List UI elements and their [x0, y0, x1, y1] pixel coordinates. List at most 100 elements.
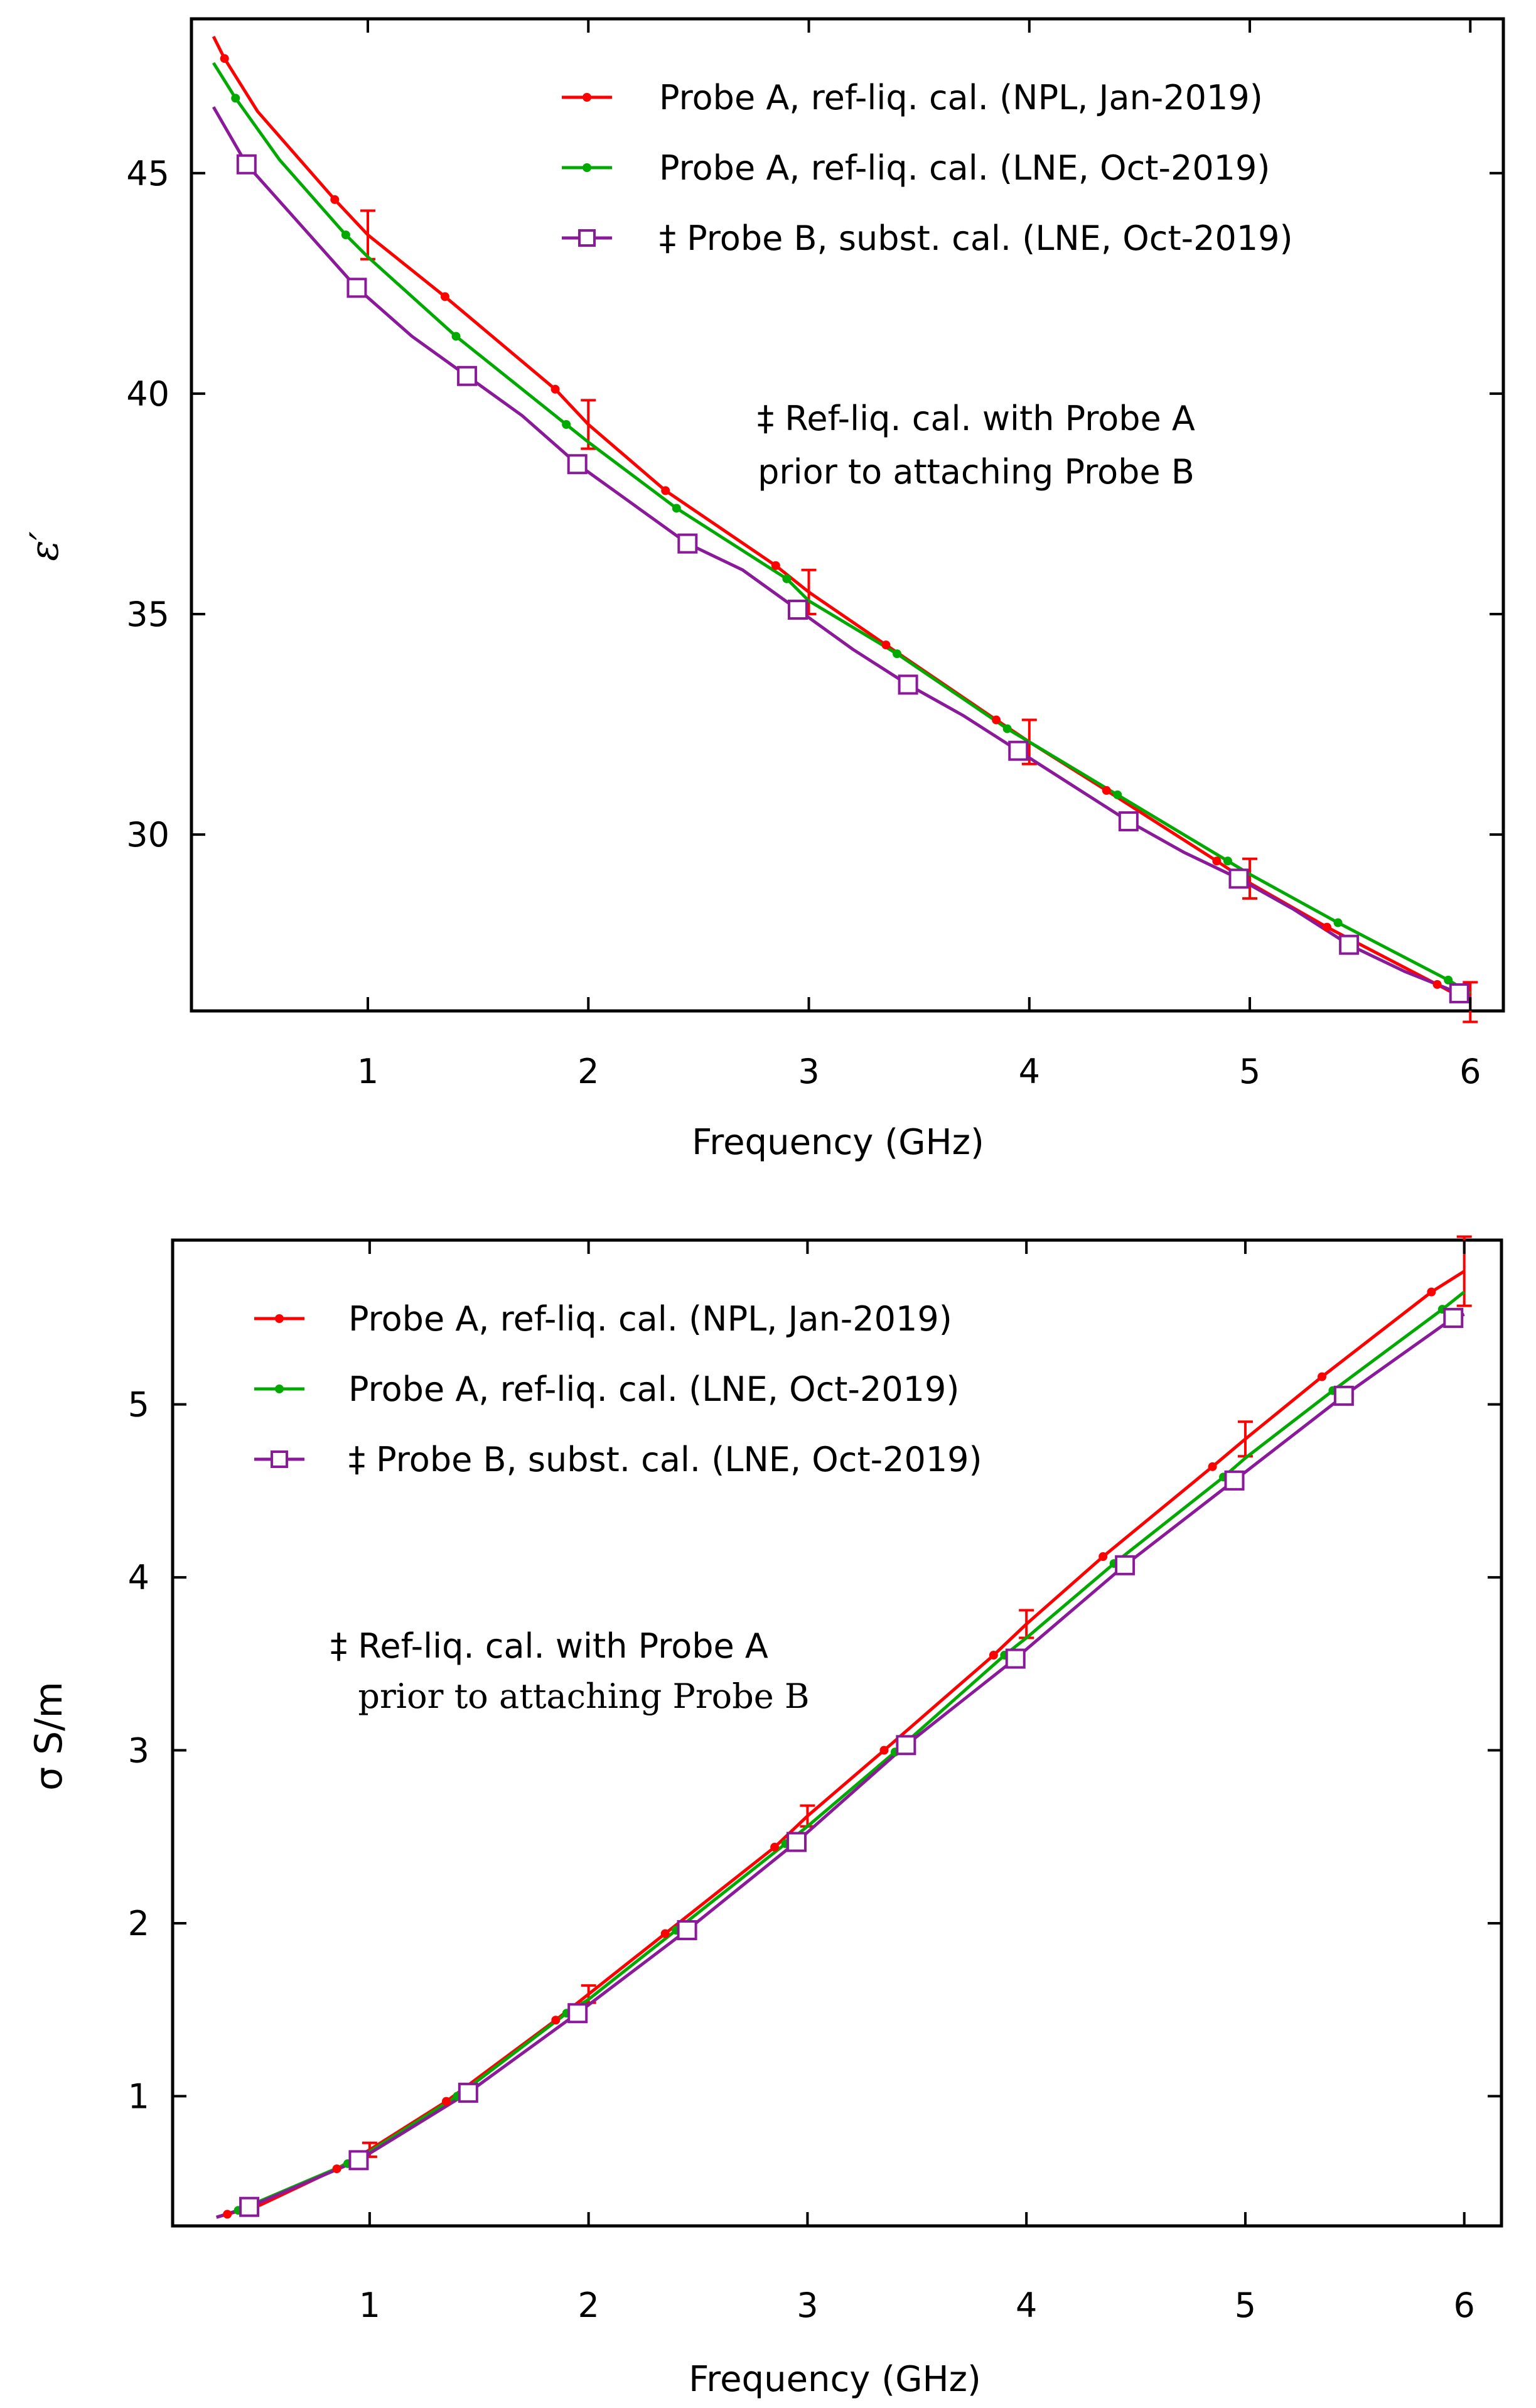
series-marker-2	[782, 574, 792, 583]
series-marker-1	[881, 640, 891, 650]
x-tick-label: 6	[1459, 1052, 1481, 1091]
series-marker-3	[896, 1735, 916, 1756]
series-marker-3	[1118, 811, 1139, 832]
y-tick-label: 40	[126, 374, 169, 414]
series-marker-3	[787, 599, 808, 620]
series-marker-3	[348, 2150, 369, 2171]
series-marker-1	[1208, 1462, 1217, 1471]
x-tick-label: 5	[1235, 2286, 1256, 2325]
x-tick-label: 4	[1016, 2286, 1037, 2325]
series-marker-3	[458, 2082, 478, 2103]
series-marker-1	[661, 486, 670, 495]
plot-frame	[190, 17, 1505, 1013]
series-marker-3	[1333, 1385, 1354, 1406]
series-marker-2	[1333, 918, 1343, 927]
x-tick-label: 2	[577, 1052, 599, 1091]
annotation: ‡ Ref-liq. cal. with Probe A prior to at…	[330, 1626, 809, 1716]
legend-marker-3	[578, 229, 596, 247]
series-marker-3	[1224, 1470, 1245, 1491]
series-marker-2	[1113, 790, 1122, 799]
series-marker-3	[1115, 1555, 1136, 1575]
series-marker-2	[1002, 724, 1012, 733]
series-marker-3	[1005, 1648, 1026, 1669]
series-marker-1	[879, 1746, 889, 1755]
legend-marker-1	[275, 1314, 284, 1323]
series-marker-1	[441, 2097, 451, 2106]
x-tick-label: 3	[798, 1052, 819, 1091]
series-marker-3	[1339, 934, 1360, 955]
series-marker-1	[989, 1651, 998, 1660]
y-tick-label: 45	[126, 154, 169, 193]
annotation-line-1: ‡ Ref-liq. cal. with Probe A	[330, 1626, 768, 1666]
series-line-3	[212, 106, 1471, 1000]
series-marker-1	[1318, 1372, 1327, 1381]
x-tick-label: 1	[357, 1052, 379, 1091]
series-marker-1	[1432, 980, 1442, 989]
y-tick-label: 2	[128, 1904, 149, 1943]
y-tick-label: 35	[126, 595, 169, 634]
x-tick-label: 6	[1454, 2286, 1475, 2325]
series-line-1	[216, 1270, 1466, 2219]
legend-label-2: Probe A, ref-liq. cal. (LNE, Oct-2019)	[348, 1369, 959, 1409]
legend-marker-2	[583, 163, 591, 172]
legend-label-1: Probe A, ref-liq. cal. (NPL, Jan-2019)	[348, 1299, 952, 1339]
series-marker-2	[341, 230, 350, 240]
series-marker-3	[236, 154, 257, 175]
series-marker-3	[1443, 1307, 1464, 1328]
y-tick-label: 30	[126, 815, 169, 855]
legend: Probe A, ref-liq. cal. (NPL, Jan-2019) Pr…	[562, 78, 1293, 258]
x-axis-label: Frequency (GHz)	[689, 2359, 981, 2400]
series-marker-3	[898, 674, 918, 695]
series-marker-3	[1008, 740, 1029, 761]
series-marker-3	[346, 278, 367, 298]
series-marker-1	[1322, 922, 1331, 932]
series-line-3	[216, 1313, 1465, 2219]
series-marker-1	[551, 2016, 561, 2025]
annotation: ‡ Ref-liq. cal. with Probe A prior to at…	[757, 399, 1195, 492]
legend-label-3: ‡ Probe B, subst. cal. (LNE, Oct-2019)	[348, 1440, 982, 1479]
y-tick-label: 5	[128, 1385, 149, 1425]
annotation-line-2: prior to attaching Probe B	[758, 452, 1195, 492]
legend-label-3: ‡ Probe B, subst. cal. (LNE, Oct-2019)	[659, 219, 1293, 258]
series-marker-3	[677, 1920, 697, 1940]
series-marker-1	[771, 561, 780, 570]
series-line-2	[216, 1290, 1466, 2219]
series-marker-1	[992, 715, 1001, 725]
series-line-2	[212, 62, 1471, 995]
annotation-line-1: ‡ Ref-liq. cal. with Probe A	[757, 399, 1195, 438]
series-marker-2	[1444, 975, 1453, 985]
x-tick-label: 4	[1019, 1052, 1040, 1091]
legend-label-1: Probe A, ref-liq. cal. (NPL, Jan-2019)	[659, 78, 1263, 117]
series-marker-1	[220, 54, 229, 63]
annotation-line-2: prior to attaching Probe B	[358, 1676, 809, 1716]
legend: Probe A, ref-liq. cal. (NPL, Jan-2019) Pr…	[254, 1299, 982, 1479]
series-marker-1	[440, 292, 449, 301]
series-marker-1	[1427, 1287, 1436, 1297]
series-marker-3	[1449, 983, 1469, 1003]
x-tick-label: 1	[359, 2286, 380, 2325]
series-marker-2	[672, 504, 681, 513]
x-axis-label: Frequency (GHz)	[692, 1122, 984, 1163]
series-marker-1	[1102, 786, 1111, 795]
series-marker-2	[562, 420, 571, 429]
series-marker-1	[550, 384, 560, 394]
series-marker-3	[567, 454, 588, 475]
x-tick-label: 2	[577, 2286, 599, 2325]
series-marker-2	[893, 649, 902, 659]
series-marker-3	[677, 533, 698, 554]
y-tick-label: 4	[128, 1558, 149, 1597]
series-marker-3	[1228, 868, 1249, 889]
legend-label-2: Probe A, ref-liq. cal. (LNE, Oct-2019)	[659, 148, 1270, 188]
x-tick-label: 5	[1239, 1052, 1260, 1091]
series-marker-3	[567, 2003, 588, 2024]
series-marker-1	[660, 1929, 670, 1938]
series-marker-2	[1223, 856, 1232, 866]
series-marker-3	[457, 365, 478, 386]
series-marker-1	[223, 2210, 232, 2219]
y-tick-label: 3	[128, 1731, 149, 1771]
series-marker-1	[332, 2164, 341, 2174]
series-marker-3	[239, 2196, 260, 2217]
legend-marker-1	[583, 93, 591, 102]
